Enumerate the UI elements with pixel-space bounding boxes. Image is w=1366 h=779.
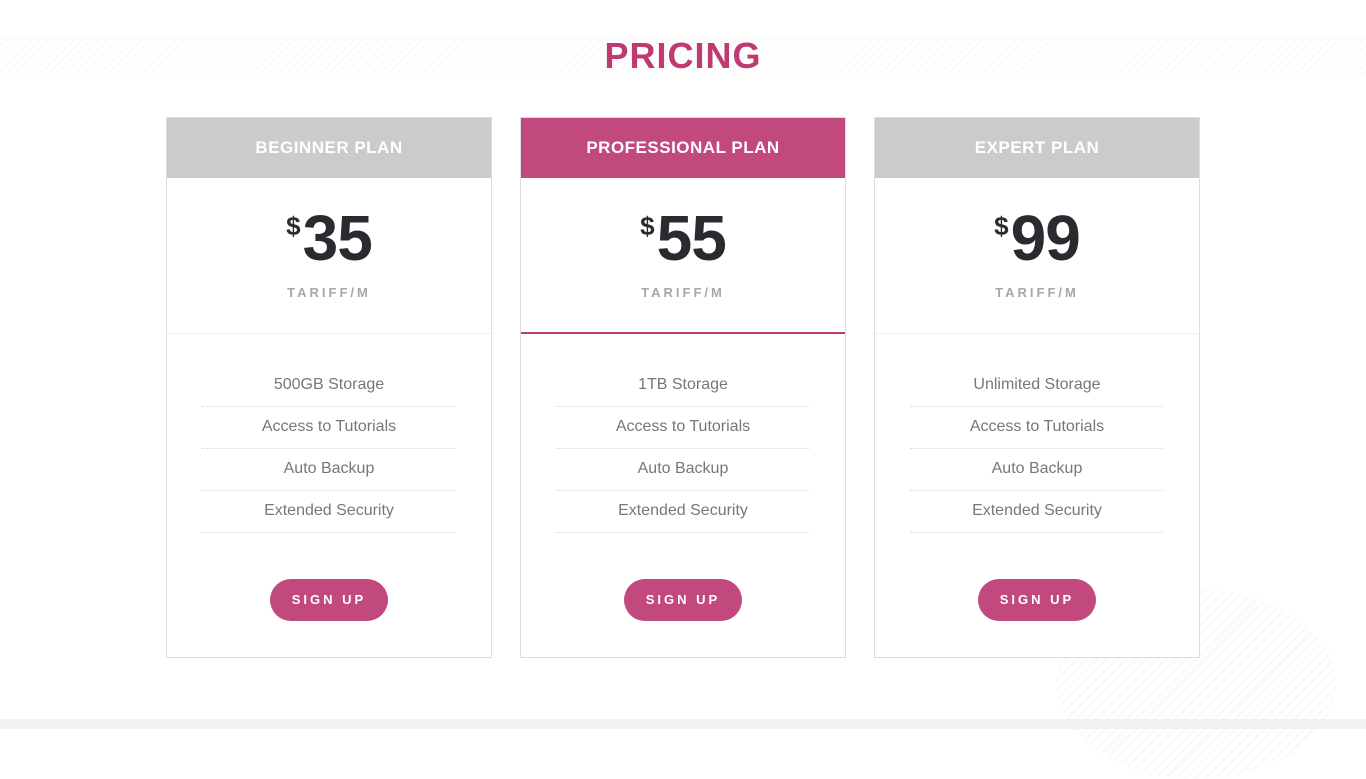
plan-name: EXPERT PLAN [974,137,1100,157]
currency-symbol: $ [994,210,1009,241]
price-section: $35 TARIFF/M [167,178,491,334]
feature-item: Extended Security [910,491,1164,533]
feature-item: 500GB Storage [202,365,456,407]
sign-up-button[interactable]: SIGN UP [270,578,388,621]
price-period: TARIFF/M [995,284,1079,300]
price-period: TARIFF/M [287,284,371,300]
plan-name: BEGINNER PLAN [255,137,403,157]
plan-header: PROFESSIONAL PLAN [521,117,845,178]
price: $35 [167,206,491,270]
feature-item: Auto Backup [910,449,1164,491]
pricing-cards: BEGINNER PLAN $35 TARIFF/M 500GB Storage… [166,116,1200,658]
price-section: $55 TARIFF/M [521,178,845,334]
feature-list: 500GB Storage Access to Tutorials Auto B… [167,334,491,533]
price: $55 [521,206,845,270]
price-section: $99 TARIFF/M [875,178,1199,334]
feature-item: Access to Tutorials [910,407,1164,449]
feature-item: 1TB Storage [556,365,810,407]
price-period: TARIFF/M [641,284,725,300]
pricing-card-beginner: BEGINNER PLAN $35 TARIFF/M 500GB Storage… [166,116,492,658]
page-title: PRICING [604,35,762,76]
feature-item: Extended Security [556,491,810,533]
feature-item: Access to Tutorials [556,407,810,449]
bottom-texture-band [0,719,1366,729]
plan-name: PROFESSIONAL PLAN [586,137,780,157]
feature-item: Access to Tutorials [202,407,456,449]
plan-header: EXPERT PLAN [875,117,1199,178]
price-amount: 35 [302,201,373,274]
currency-symbol: $ [640,210,655,241]
sign-up-button[interactable]: SIGN UP [978,578,1096,621]
feature-item: Auto Backup [202,449,456,491]
top-texture-band [0,36,1366,78]
currency-symbol: $ [286,210,301,241]
plan-header: BEGINNER PLAN [167,117,491,178]
feature-list: 1TB Storage Access to Tutorials Auto Bac… [521,334,845,533]
price-amount: 55 [656,201,727,274]
price-amount: 99 [1010,201,1081,274]
feature-item: Extended Security [202,491,456,533]
pricing-card-expert: EXPERT PLAN $99 TARIFF/M Unlimited Stora… [874,116,1200,658]
feature-item: Auto Backup [556,449,810,491]
feature-item: Unlimited Storage [910,365,1164,407]
sign-up-button[interactable]: SIGN UP [624,578,742,621]
price: $99 [875,206,1199,270]
pricing-card-professional: PROFESSIONAL PLAN $55 TARIFF/M 1TB Stora… [520,116,846,658]
feature-list: Unlimited Storage Access to Tutorials Au… [875,334,1199,533]
